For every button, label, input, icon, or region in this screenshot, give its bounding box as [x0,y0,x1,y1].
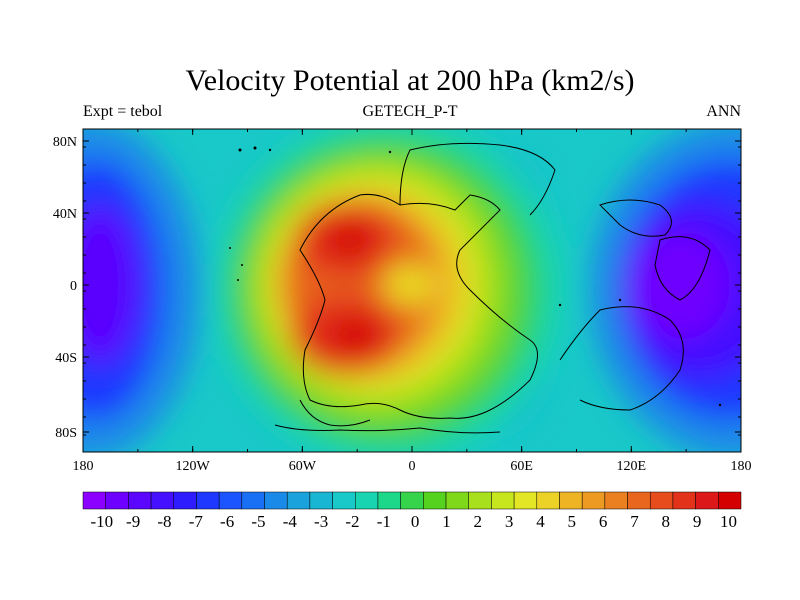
colorbar-box [604,491,628,510]
colorbar-box [128,491,152,510]
colorbar-box [377,491,401,510]
lat-tick-label: 40N [53,207,77,222]
colorbar-label: -2 [345,512,359,531]
map-field [83,129,741,452]
colorbar: -10 -9 -8 -7 -6 -5 -4 -3 -2 -1 0 1 2 3 4 5 6 7 8 9 10 [82,491,742,531]
colorbar-label: -3 [314,512,328,531]
subtitle-right: ANN [706,103,741,120]
lon-tick-label: 180 [731,459,752,474]
lon-tick-label: 180 [73,459,94,474]
colorbar-label: 10 [720,512,737,531]
colorbar-box [264,491,288,510]
colorbar-label: 4 [536,512,545,531]
lon-tick-label: 120E [617,459,647,474]
colorbar-label: 5 [568,512,577,531]
colorbar-label: 7 [630,512,639,531]
colorbar-box [105,491,129,510]
colorbar-label: 6 [599,512,608,531]
lon-tick-label: 60E [510,459,533,474]
colorbar-label: -9 [126,512,140,531]
colorbar-box [241,491,265,510]
colorbar-box [695,491,719,510]
lat-tick-label: 40S [55,351,77,366]
colorbar-box [355,491,379,510]
subtitle-center: GETECH_P-T [362,103,457,120]
contour-field [83,129,741,452]
colorbar-box [536,491,560,510]
lon-tick-label: 0 [409,459,416,474]
colorbar-label: -6 [220,512,234,531]
colorbar-box [718,491,742,510]
subtitle-left: Expt = tebol [83,103,163,120]
lat-tick-label: 80S [55,426,77,441]
colorbar-box [513,491,538,510]
colorbar-box [150,491,175,510]
colorbar-box [649,491,674,510]
colorbar-box [581,491,606,510]
colorbar-label: 0 [411,512,420,531]
colorbar-label: -4 [283,512,298,531]
colorbar-box [559,491,583,510]
colorbar-label: 1 [442,512,451,531]
colorbar-box [173,491,197,510]
colorbar-box [400,491,424,510]
colorbar-box [309,491,333,510]
colorbar-box [286,491,311,510]
colorbar-box [423,491,447,510]
colorbar-box [468,491,492,510]
colorbar-label: -1 [377,512,391,531]
colorbar-label: 3 [505,512,514,531]
lon-tick-label: 120W [176,459,211,474]
small-islands [229,146,722,407]
colorbar-box [627,491,651,510]
lat-tick-label: 80N [53,135,77,150]
latitude-axis: 80N 40N 0 40S 80S [53,135,741,441]
colorbar-box [445,491,469,510]
colorbar-label: -7 [189,512,204,531]
colorbar-label: -10 [90,512,113,531]
colorbar-label: -5 [251,512,265,531]
lon-tick-label: 60W [289,459,317,474]
longitude-axis: 180 120W 60W 0 60E 120E 180 [73,129,752,474]
colorbar-label: -8 [157,512,171,531]
colorbar-label: 8 [662,512,671,531]
colorbar-box [218,491,243,510]
colorbar-label: 9 [693,512,702,531]
colorbar-label: 2 [474,512,483,531]
colorbar-box [491,491,515,510]
colorbar-box [332,491,356,510]
colorbar-box [672,491,696,510]
colorbar-box [82,491,106,510]
colorbar-box [196,491,220,510]
map-title: Velocity Potential at 200 hPa (km2/s) [185,64,634,97]
coastlines [274,142,711,434]
lat-tick-label: 0 [70,279,77,294]
